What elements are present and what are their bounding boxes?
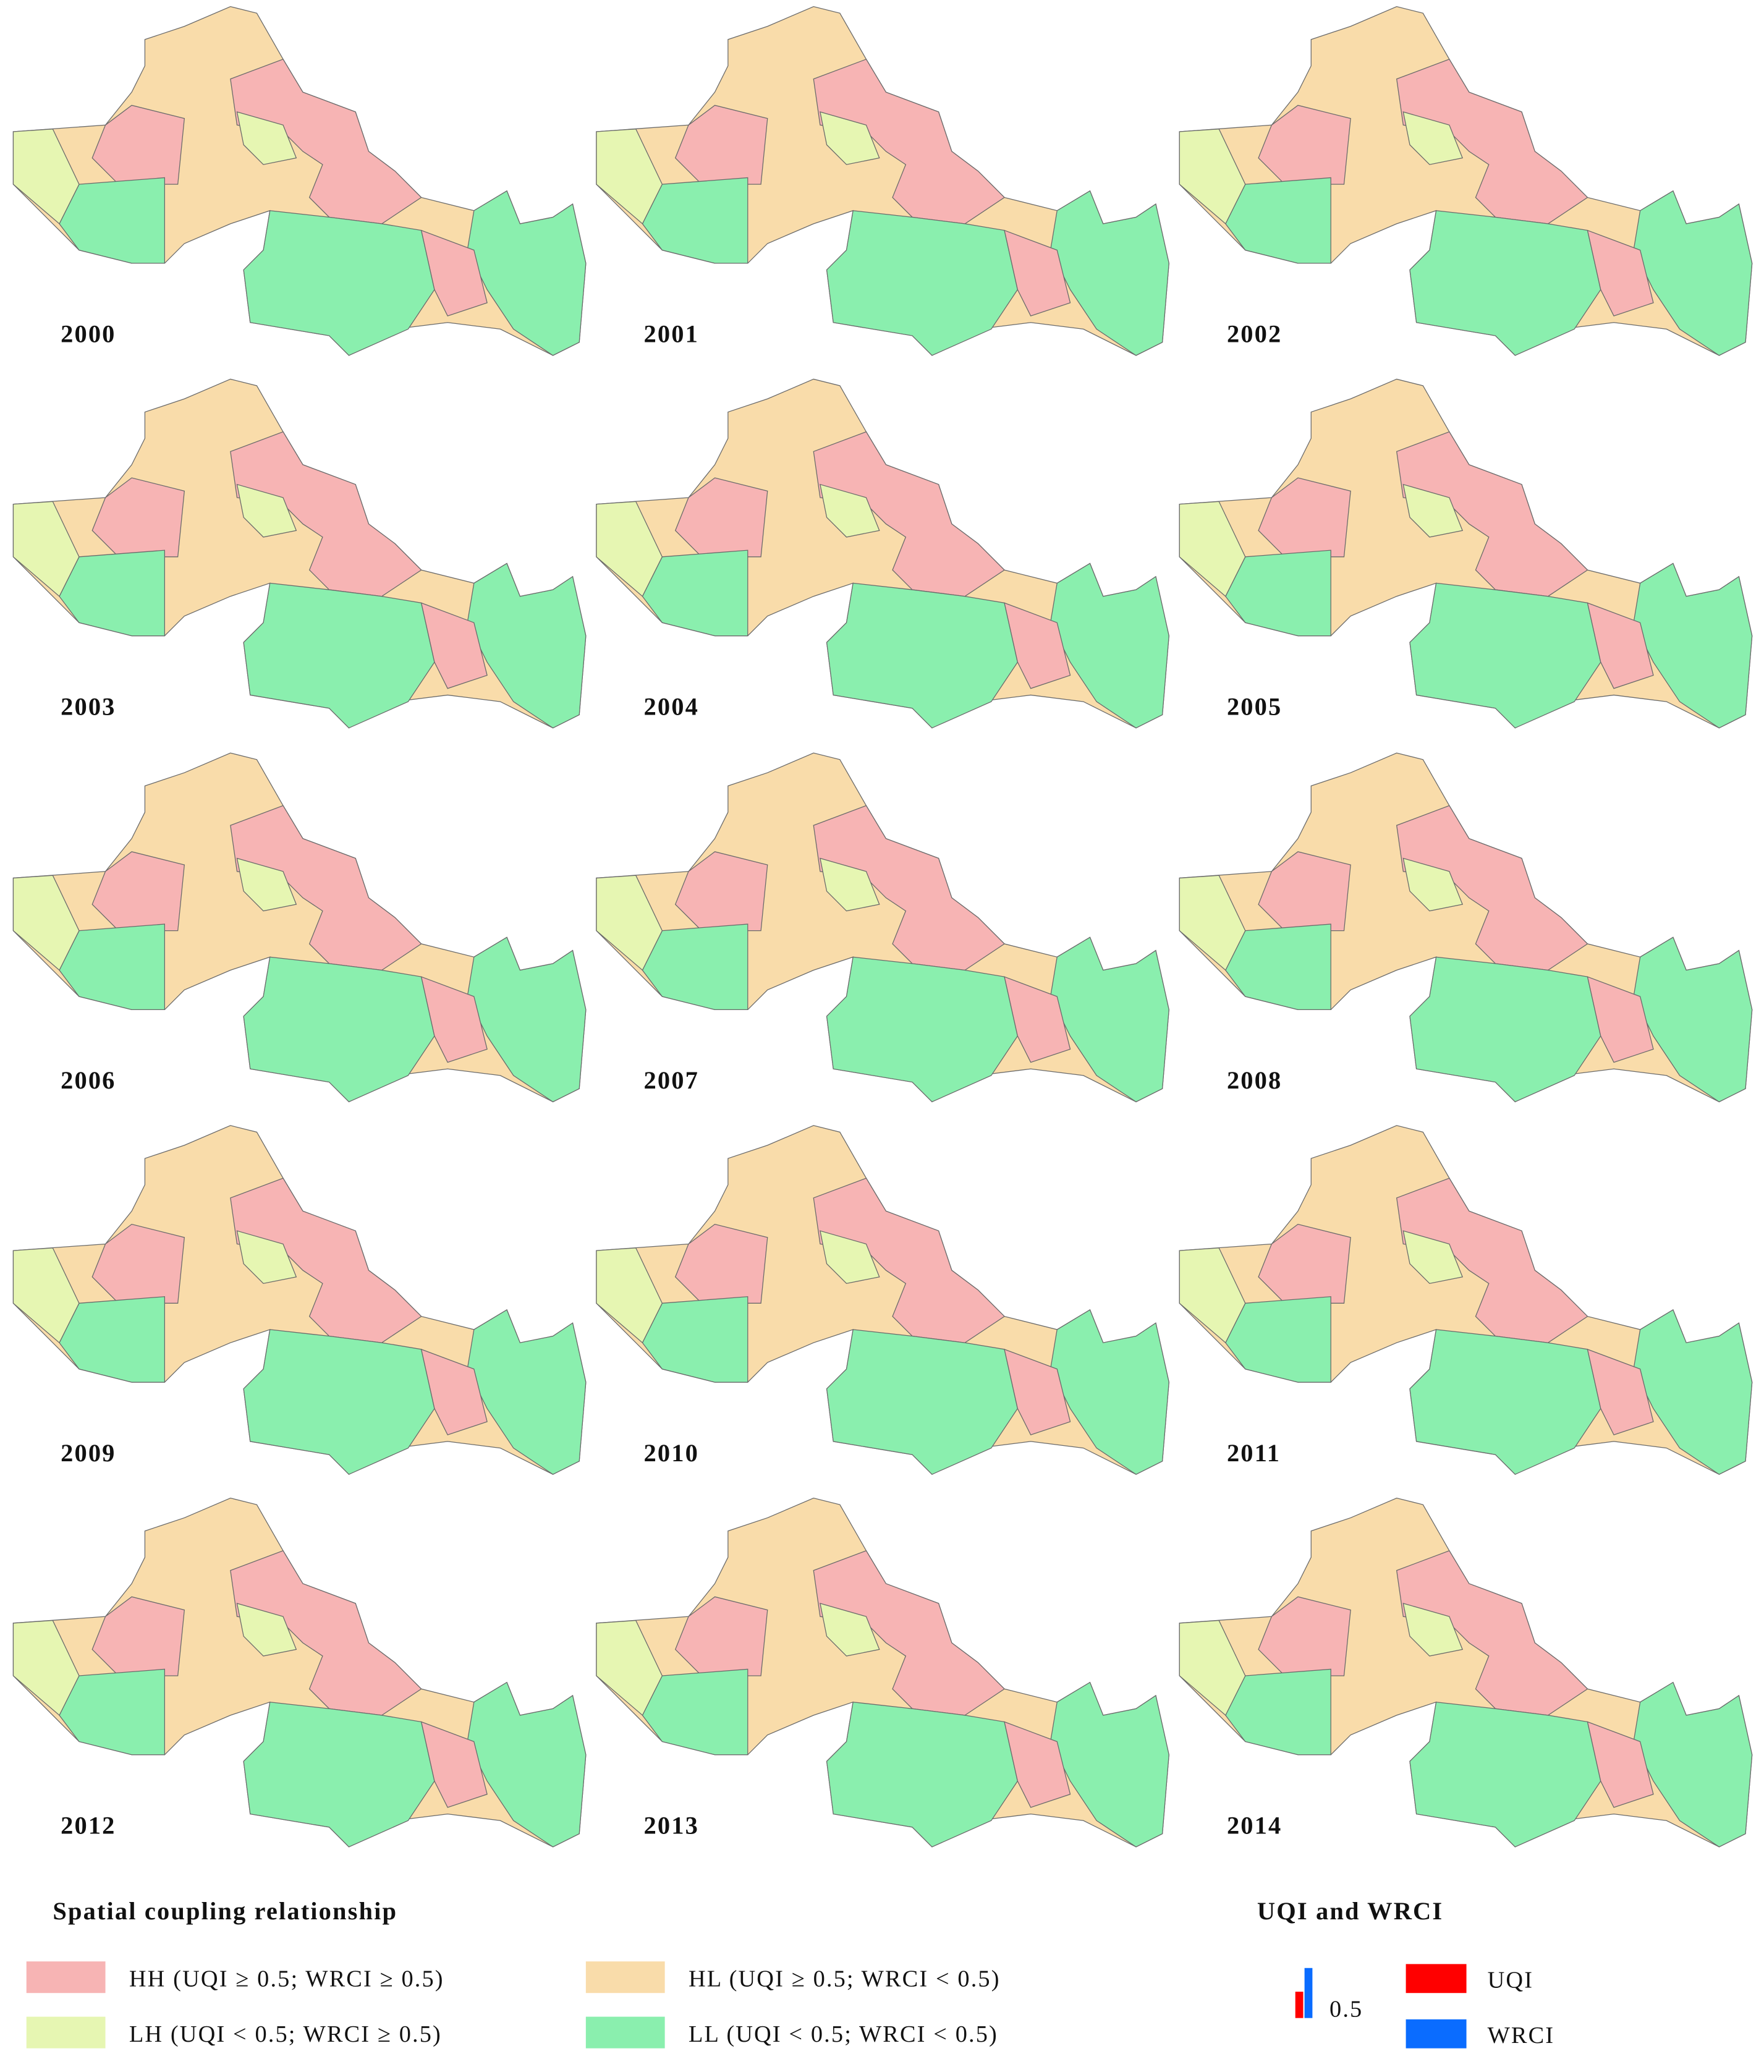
year-label: 2013 (644, 1812, 699, 1840)
year-label: 2008 (1227, 1066, 1282, 1094)
bar-legend-swatch (1406, 1964, 1467, 1993)
map (12, 752, 587, 1103)
bar-icon-wrci (1304, 1968, 1313, 2018)
year-label: 2006 (61, 1066, 116, 1094)
map (1179, 378, 1753, 729)
year-label: 2003 (61, 692, 116, 720)
map (596, 378, 1169, 729)
map (596, 752, 1169, 1103)
year-label: 2011 (1227, 1439, 1281, 1467)
year-label: 2012 (61, 1812, 116, 1840)
map (12, 378, 587, 729)
map-panel: 2012 (12, 1497, 587, 1848)
year-label: 2002 (1227, 320, 1282, 348)
map-panel: 2008 (1179, 752, 1753, 1103)
legend-swatch (26, 1961, 106, 1993)
map-panel: 2005 (1179, 378, 1753, 729)
legend-title: Spatial coupling relationship (53, 1897, 397, 1925)
legend-swatch (585, 1961, 665, 1993)
legend-swatch (585, 2016, 665, 2049)
bar-legend-label: WRCI (1488, 2023, 1555, 2049)
legend-label: LH (UQI < 0.5; WRCI ≥ 0.5) (129, 2021, 442, 2047)
map-panel: 2007 (596, 752, 1169, 1103)
map (1179, 6, 1753, 356)
year-label: 2014 (1227, 1812, 1282, 1840)
bar-icon-uqi (1295, 1992, 1304, 2018)
year-label: 2009 (61, 1439, 116, 1467)
map-panel: 2000 (12, 6, 587, 356)
legend-swatch (26, 2016, 106, 2049)
map (596, 1497, 1169, 1848)
map (12, 1125, 587, 1475)
map-panel: 2011 (1179, 1125, 1753, 1475)
map-panel: 2010 (596, 1125, 1169, 1475)
map-panels: 2000 2001 2002 2003 2004 2005 2006 2007 2008 2009… (12, 6, 1753, 1848)
bar-scale-label: 0.5 (1329, 1997, 1363, 2023)
map (1179, 752, 1753, 1103)
map (596, 1125, 1169, 1475)
map (1179, 1497, 1753, 1848)
map (12, 1497, 587, 1848)
legend-label: LL (UQI < 0.5; WRCI < 0.5) (689, 2021, 998, 2047)
map (1179, 1125, 1753, 1475)
map (596, 6, 1169, 356)
bar-legend-label: UQI (1488, 1968, 1534, 1993)
bar-scale-icon (1295, 1968, 1313, 2018)
map-panel: 2002 (1179, 6, 1753, 356)
bar-legend-title: UQI and WRCI (1257, 1897, 1443, 1925)
map-panel: 2009 (12, 1125, 587, 1475)
year-label: 2007 (644, 1066, 699, 1094)
year-label: 2004 (644, 692, 699, 720)
year-label: 2005 (1227, 692, 1282, 720)
map-panel: 2001 (596, 6, 1169, 356)
map-panel: 2006 (12, 752, 587, 1103)
legend-label: HH (UQI ≥ 0.5; WRCI ≥ 0.5) (129, 1966, 444, 1992)
map (12, 6, 587, 356)
map-panel: 2004 (596, 378, 1169, 729)
map-panel: 2003 (12, 378, 587, 729)
bar-legend-swatch (1406, 2019, 1467, 2049)
map-panel: 2013 (596, 1497, 1169, 1848)
year-label: 2010 (644, 1439, 699, 1467)
legend: HH (UQI ≥ 0.5; WRCI ≥ 0.5) HL (UQI ≥ 0.5;… (26, 1961, 1001, 2049)
map-panel: 2014 (1179, 1497, 1753, 1848)
legend-label: HL (UQI ≥ 0.5; WRCI < 0.5) (689, 1966, 1001, 1992)
year-label: 2000 (61, 320, 116, 348)
year-label: 2001 (644, 320, 699, 348)
bar-legend: UQI WRCI (1406, 1964, 1555, 2049)
